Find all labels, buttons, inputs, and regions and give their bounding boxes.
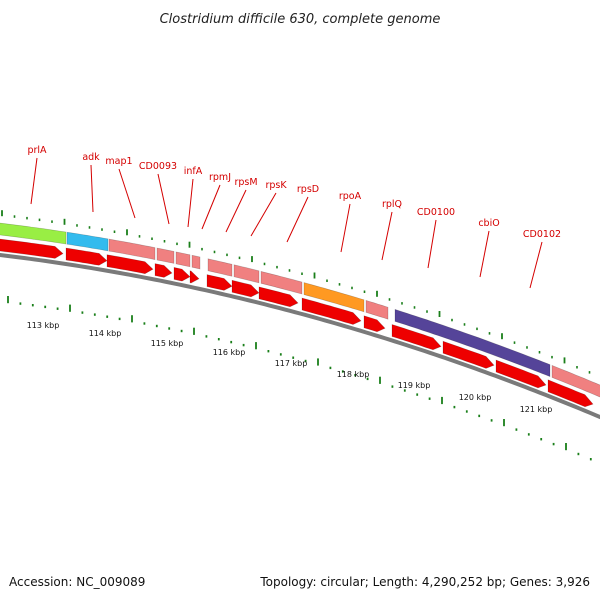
kbp-label-117: 117 kbp <box>275 359 308 368</box>
label-leader-line <box>187 178 194 228</box>
gene-label-rpmJ: rpmJ <box>209 172 231 183</box>
label-leader-line <box>250 192 277 237</box>
gene-label-CD0093: CD0093 <box>139 161 177 172</box>
kbp-label-114: 114 kbp <box>89 329 122 338</box>
label-leader-line <box>286 196 309 243</box>
map-title: Clostridium difficile 630, complete geno… <box>160 12 441 27</box>
cds-track <box>0 238 594 408</box>
gene-label-rpsK: rpsK <box>265 180 287 191</box>
kbp-label-121: 121 kbp <box>520 405 553 414</box>
kbp-labels: 113 kbp 114 kbp 115 kbp 116 kbp 117 kbp … <box>27 321 553 414</box>
gene-label-rpoA: rpoA <box>339 191 362 202</box>
gene-bar-adk <box>66 231 109 252</box>
label-leader-line <box>427 219 437 269</box>
gene-label-rpsM: rpsM <box>234 177 257 188</box>
gene-bar-cbiO <box>394 308 551 378</box>
gene-bar-rpsD <box>260 271 303 295</box>
gene-label-infA: infA <box>184 166 203 177</box>
kbp-label-118: 118 kbp <box>337 370 370 379</box>
gene-label-CD0100: CD0100 <box>417 207 455 218</box>
cds-arrow <box>363 315 386 333</box>
gene-label-rplQ: rplQ <box>382 199 402 210</box>
cds-arrow <box>231 279 260 298</box>
gene-label-adk: adk <box>82 152 100 163</box>
label-leader-line <box>529 241 543 289</box>
gene-bar-prlA <box>0 222 67 245</box>
gene-labels: prlA adk map1 CD0093 infA rpmJ rpsM rpsK… <box>27 145 561 240</box>
gene-label-prlA: prlA <box>27 145 47 156</box>
label-leader-line <box>381 211 393 261</box>
cds-arrow <box>547 379 594 408</box>
gene-bar-rpsK <box>233 264 260 284</box>
cds-arrow <box>106 254 154 275</box>
gene-track <box>0 222 600 398</box>
gene-bar-CD0102 <box>551 364 600 398</box>
kbp-label-120: 120 kbp <box>459 393 492 402</box>
gene-bar-rpoA <box>303 282 365 313</box>
label-leader-line <box>90 164 94 213</box>
label-leaders <box>30 157 543 289</box>
gene-bar-rplQ <box>365 299 389 320</box>
cds-arrow <box>206 274 233 291</box>
gene-label-rpsD: rpsD <box>297 184 319 195</box>
kbp-label-115: 115 kbp <box>151 339 184 348</box>
label-leader-line <box>157 173 170 225</box>
topology-text: Topology: circular; Length: 4,290,252 bp… <box>259 575 590 589</box>
cds-arrow <box>301 297 362 325</box>
gene-label-CD0102: CD0102 <box>523 229 561 240</box>
cds-arrow <box>391 324 442 351</box>
cds-arrow <box>173 267 191 282</box>
label-leader-line <box>225 189 247 233</box>
label-leader-line <box>201 184 221 230</box>
cds-arrow <box>189 270 200 284</box>
label-leader-line <box>118 168 136 219</box>
kbp-label-116: 116 kbp <box>213 348 246 357</box>
kbp-tick-track <box>7 296 592 461</box>
gene-bar-rpmJ <box>191 254 201 270</box>
gene-label-map1: map1 <box>105 156 132 167</box>
gene-bar-CD0093 <box>156 247 175 264</box>
cds-arrow <box>0 238 64 259</box>
kbp-label-119: 119 kbp <box>398 381 431 390</box>
cds-arrow <box>442 340 495 369</box>
label-leader-line <box>30 157 38 205</box>
outer-tick-track <box>1 210 591 374</box>
kbp-label-113: 113 kbp <box>27 321 60 330</box>
gene-bar-map1 <box>108 238 156 260</box>
label-leader-line <box>479 230 490 278</box>
cds-arrow <box>258 286 299 308</box>
gene-label-cbiO: cbiO <box>478 218 499 229</box>
accession-text: Accession: NC_009089 <box>9 575 145 589</box>
cds-arrow <box>65 247 108 266</box>
gene-bar-rpsM <box>207 258 233 277</box>
genome-backbone <box>0 252 600 420</box>
cds-arrow <box>495 359 547 389</box>
gene-bar-infA <box>175 251 191 268</box>
label-leader-line <box>340 203 351 253</box>
cds-arrow <box>154 263 173 278</box>
